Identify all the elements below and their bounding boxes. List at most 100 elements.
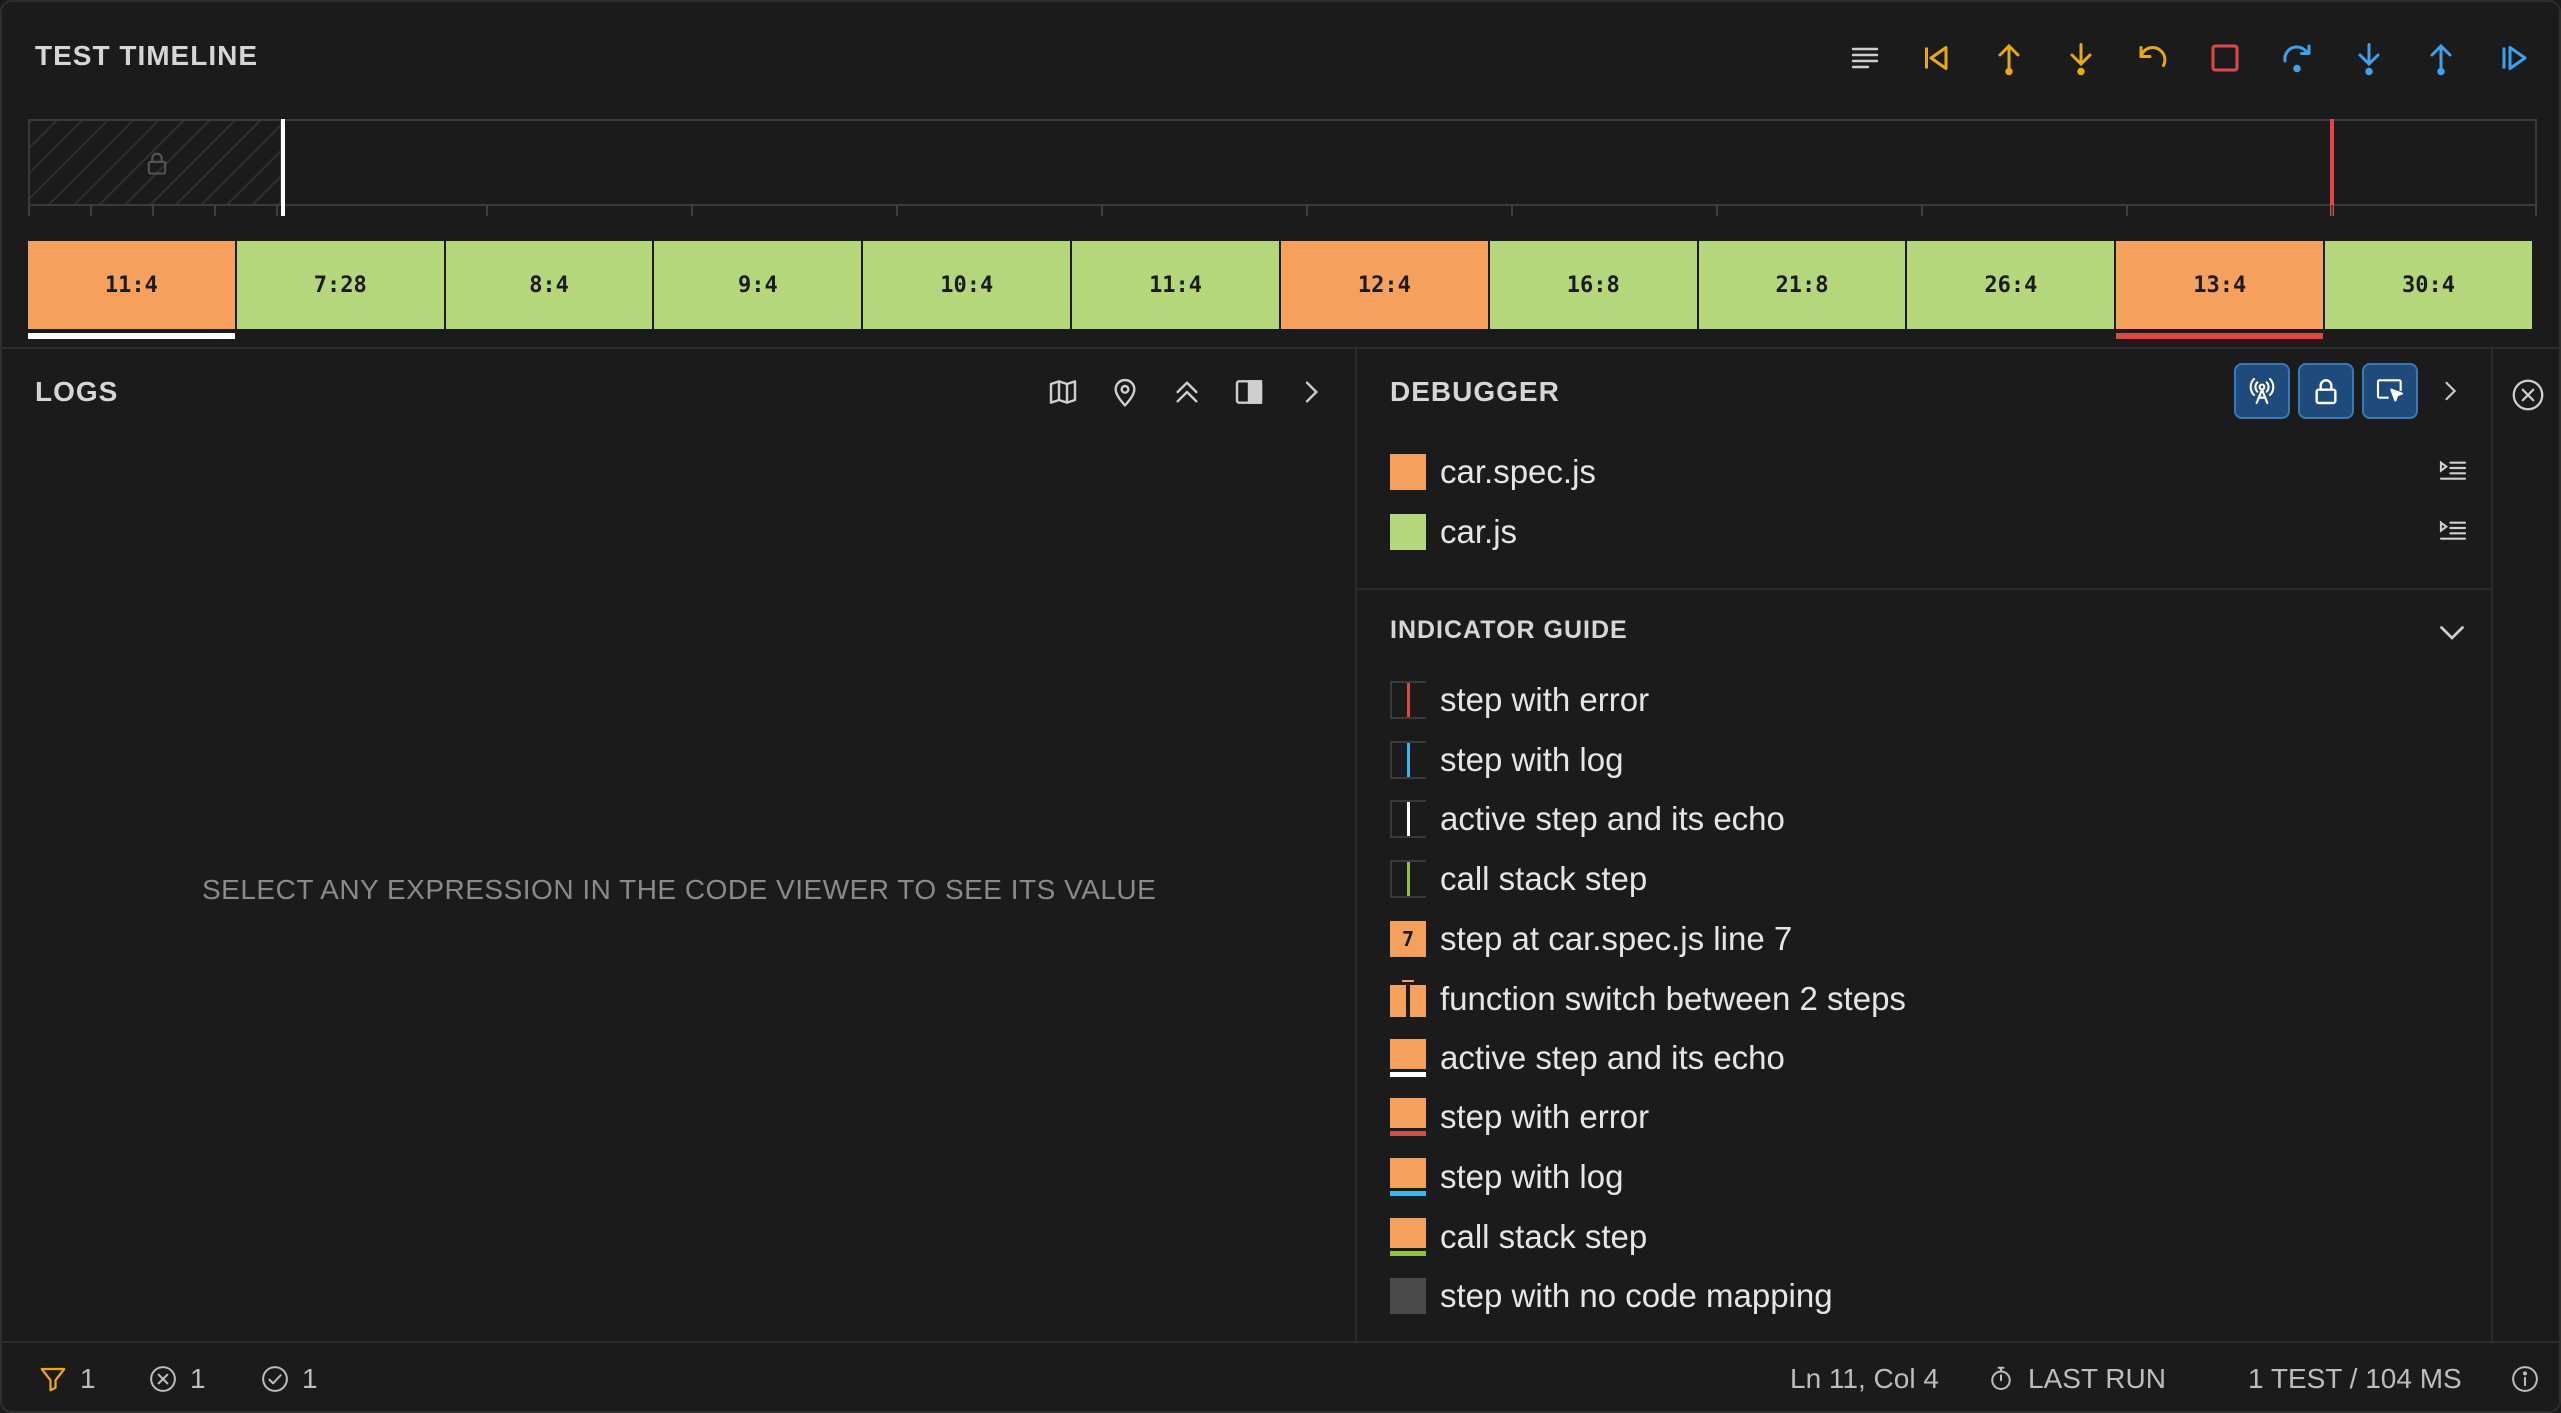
step-block[interactable]: 21:8 xyxy=(1698,241,1908,329)
indicator-swatch xyxy=(1390,1277,1426,1315)
timeline-tick xyxy=(486,205,488,216)
failed-count[interactable]: 1 xyxy=(148,1343,206,1411)
info-icon xyxy=(2512,1366,2538,1392)
select-cursor-toggle[interactable] xyxy=(2362,363,2418,419)
indicator-guide-item: active step and its echo xyxy=(1390,1038,1785,1078)
step-block[interactable]: 26:4 xyxy=(1907,241,2117,329)
active-step-cursor[interactable] xyxy=(281,119,285,216)
indicator-label: active step and its echo xyxy=(1440,1039,1785,1076)
cursor-position[interactable]: Ln 11, Col 4 xyxy=(1790,1363,1939,1394)
timeline-tick xyxy=(214,205,216,216)
timeline-ticks xyxy=(28,205,2537,219)
undo-icon xyxy=(2139,45,2167,67)
step-block[interactable]: 11:4 xyxy=(1072,241,1281,329)
map-button[interactable] xyxy=(1037,366,1089,418)
step-block[interactable]: 13:4 xyxy=(2116,241,2326,339)
step-block[interactable]: 10:4 xyxy=(863,241,1073,329)
step-block[interactable]: 12:4 xyxy=(1280,241,1490,329)
filter-count[interactable]: 1 xyxy=(38,1343,96,1411)
chevron-down-icon[interactable] xyxy=(2434,614,2470,650)
collapse-all-button[interactable] xyxy=(1161,366,1213,418)
step-block[interactable]: 30:4 xyxy=(2325,241,2534,329)
lock-icon xyxy=(147,152,167,175)
step-block[interactable]: 11:4 xyxy=(28,241,237,339)
timeline-scrubber[interactable] xyxy=(28,119,2537,216)
stop-icon xyxy=(2211,44,2239,72)
step-into-icon xyxy=(2358,43,2380,76)
active-step-marker xyxy=(28,333,235,339)
split-panel-icon xyxy=(1235,380,1263,404)
broadcast-toggle[interactable] xyxy=(2234,363,2290,419)
timeline-tick xyxy=(2331,205,2333,216)
step-out-up-button[interactable] xyxy=(1983,32,2035,84)
timeline-tick xyxy=(1921,205,1923,216)
timeline-tick xyxy=(896,205,898,216)
indicator-guide-item: step with error xyxy=(1390,680,1649,720)
step-into-button[interactable] xyxy=(2343,32,2395,84)
expand-logs-button[interactable] xyxy=(1285,366,1337,418)
error-step-marker xyxy=(2116,333,2324,339)
logs-empty-message: SELECT ANY EXPRESSION IN THE CODE VIEWER… xyxy=(202,874,1157,905)
error-step-cursor xyxy=(2330,119,2334,216)
indicator-guide-item: step with no code mapping xyxy=(1390,1276,1833,1316)
step-back-button[interactable] xyxy=(1911,32,1963,84)
indicator-swatch xyxy=(1390,800,1426,838)
step-out-up-icon xyxy=(1998,43,2020,76)
info-button[interactable] xyxy=(2510,1343,2552,1411)
close-icon[interactable] xyxy=(2510,377,2546,413)
indicator-guide-item: step with error xyxy=(1390,1097,1649,1137)
timeline-tick xyxy=(2535,205,2537,216)
step-block[interactable]: 7:28 xyxy=(236,241,446,329)
step-back-icon xyxy=(1925,46,1948,70)
undo-button[interactable] xyxy=(2127,32,2179,84)
passed-count[interactable]: 1 xyxy=(260,1343,318,1411)
lock-toggle[interactable] xyxy=(2298,363,2354,419)
expand-debugger-button[interactable] xyxy=(2426,363,2474,419)
step-block[interactable]: 16:8 xyxy=(1489,241,1699,329)
lock-icon xyxy=(2315,379,2337,405)
step-into-down-button[interactable] xyxy=(2055,32,2107,84)
last-run[interactable]: LAST RUN xyxy=(1986,1343,2166,1411)
step-blocks: 11:4 7:28 8:4 9:4 10:4 11:4 12:4 16:8 21… xyxy=(28,241,2534,339)
indicator-swatch xyxy=(1390,1098,1426,1136)
file-row[interactable]: car.spec.js xyxy=(1390,452,2470,492)
step-out-button[interactable] xyxy=(2415,32,2467,84)
timeline-tick xyxy=(1511,205,1513,216)
indicator-label: step with no code mapping xyxy=(1440,1277,1833,1314)
pin-button[interactable] xyxy=(1099,366,1151,418)
indicator-swatch xyxy=(1390,1218,1426,1256)
indicator-guide-item: call stack step xyxy=(1390,1217,1647,1257)
outline-menu-icon[interactable] xyxy=(2436,516,2470,548)
file-row[interactable]: car.js xyxy=(1390,512,2470,552)
stop-button[interactable] xyxy=(2199,32,2251,84)
test-summary: 1 TEST / 104 MS xyxy=(2248,1363,2462,1394)
split-panel-button[interactable] xyxy=(1223,366,1275,418)
timeline-tick xyxy=(90,205,92,216)
step-block[interactable]: 8:4 xyxy=(445,241,655,329)
outline-menu-icon[interactable] xyxy=(2436,456,2470,488)
debug-toolbar xyxy=(1839,32,2539,84)
list-icon xyxy=(1851,47,1879,69)
indicator-guide-item: function switch between 2 steps xyxy=(1390,979,1906,1019)
step-over-button[interactable] xyxy=(2271,32,2323,84)
indicator-guide-item: call stack step xyxy=(1390,859,1647,899)
continue-button[interactable] xyxy=(2487,32,2539,84)
panel-divider xyxy=(2491,349,2493,1341)
indicator-label: step with log xyxy=(1440,1158,1624,1195)
error-circle-icon xyxy=(150,1366,176,1392)
map-icon xyxy=(1049,380,1077,404)
panel-divider[interactable] xyxy=(1355,349,1357,1341)
continue-icon xyxy=(2502,46,2527,70)
indicator-guide-item: step with log xyxy=(1390,1157,1623,1197)
indicator-swatch xyxy=(1390,860,1426,898)
timeline-tick xyxy=(28,205,30,216)
list-button[interactable] xyxy=(1839,32,1891,84)
debugger-toolbar xyxy=(2234,363,2474,419)
indicator-guide-item: 7 step at car.spec.js line 7 xyxy=(1390,919,1792,959)
step-block[interactable]: 9:4 xyxy=(654,241,864,329)
filter-icon xyxy=(40,1367,66,1392)
indicator-label: step with log xyxy=(1440,741,1624,778)
chevrons-up-icon xyxy=(1176,381,1198,403)
indicator-swatch xyxy=(1390,1039,1426,1077)
